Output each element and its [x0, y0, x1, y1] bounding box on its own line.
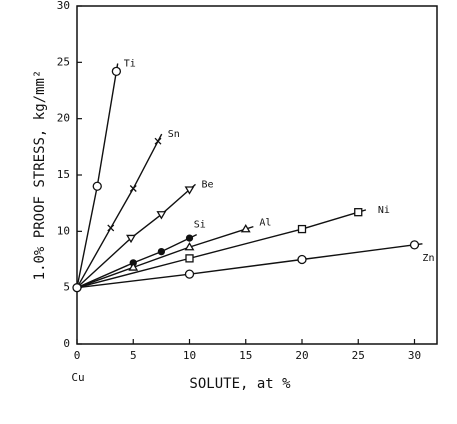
marker: [92, 181, 102, 191]
marker: [409, 240, 420, 250]
marker: [185, 234, 194, 242]
base-label: Cu: [71, 371, 84, 384]
marker: [354, 208, 363, 217]
series-label: Be: [202, 179, 214, 190]
x-tick-label: 15: [239, 349, 252, 362]
marker: [111, 66, 122, 76]
x-axis-title: SOLUTE, at %: [189, 376, 291, 392]
series-label: Al: [259, 218, 271, 229]
plot-frame: [76, 5, 438, 345]
marker: [126, 234, 136, 244]
y-tick-label: 20: [57, 112, 70, 125]
series-line: [76, 243, 423, 289]
marker: [240, 223, 251, 233]
y-tick-label: 0: [63, 337, 70, 350]
y-tick-label: 15: [57, 168, 70, 181]
series-line: [76, 133, 163, 289]
marker: [297, 254, 307, 265]
series-label: Sn: [168, 129, 180, 140]
marker: [185, 254, 194, 263]
marker: [157, 247, 166, 256]
x-tick-label: 30: [408, 349, 421, 362]
marker: [184, 186, 195, 195]
marker: [297, 224, 307, 234]
marker: [184, 242, 195, 251]
marker: [128, 262, 139, 271]
y-tick-label: 25: [57, 55, 70, 68]
y-tick-label: 5: [63, 281, 70, 294]
x-tick-label: 20: [295, 349, 308, 362]
x-tick-label: 5: [130, 349, 137, 362]
marker: [107, 224, 115, 232]
marker: [154, 137, 162, 145]
marker: [129, 185, 137, 192]
series-line: [76, 225, 254, 289]
series-line: [76, 63, 119, 288]
series-label: Si: [194, 220, 206, 231]
y-tick-label: 30: [57, 0, 70, 12]
x-tick-label: 10: [183, 349, 196, 362]
x-tick-label: 0: [74, 349, 81, 362]
series-label: Ti: [124, 58, 136, 69]
series-label: Zn: [422, 253, 434, 264]
marker: [184, 269, 195, 279]
marker: [72, 283, 82, 293]
series-label: Ni: [378, 205, 390, 216]
y-axis-title: 1.0% PROOF STRESS, kg/mm²: [32, 70, 48, 281]
marker: [156, 211, 167, 220]
y-tick-label: 10: [57, 224, 70, 237]
x-tick-label: 25: [352, 349, 365, 362]
